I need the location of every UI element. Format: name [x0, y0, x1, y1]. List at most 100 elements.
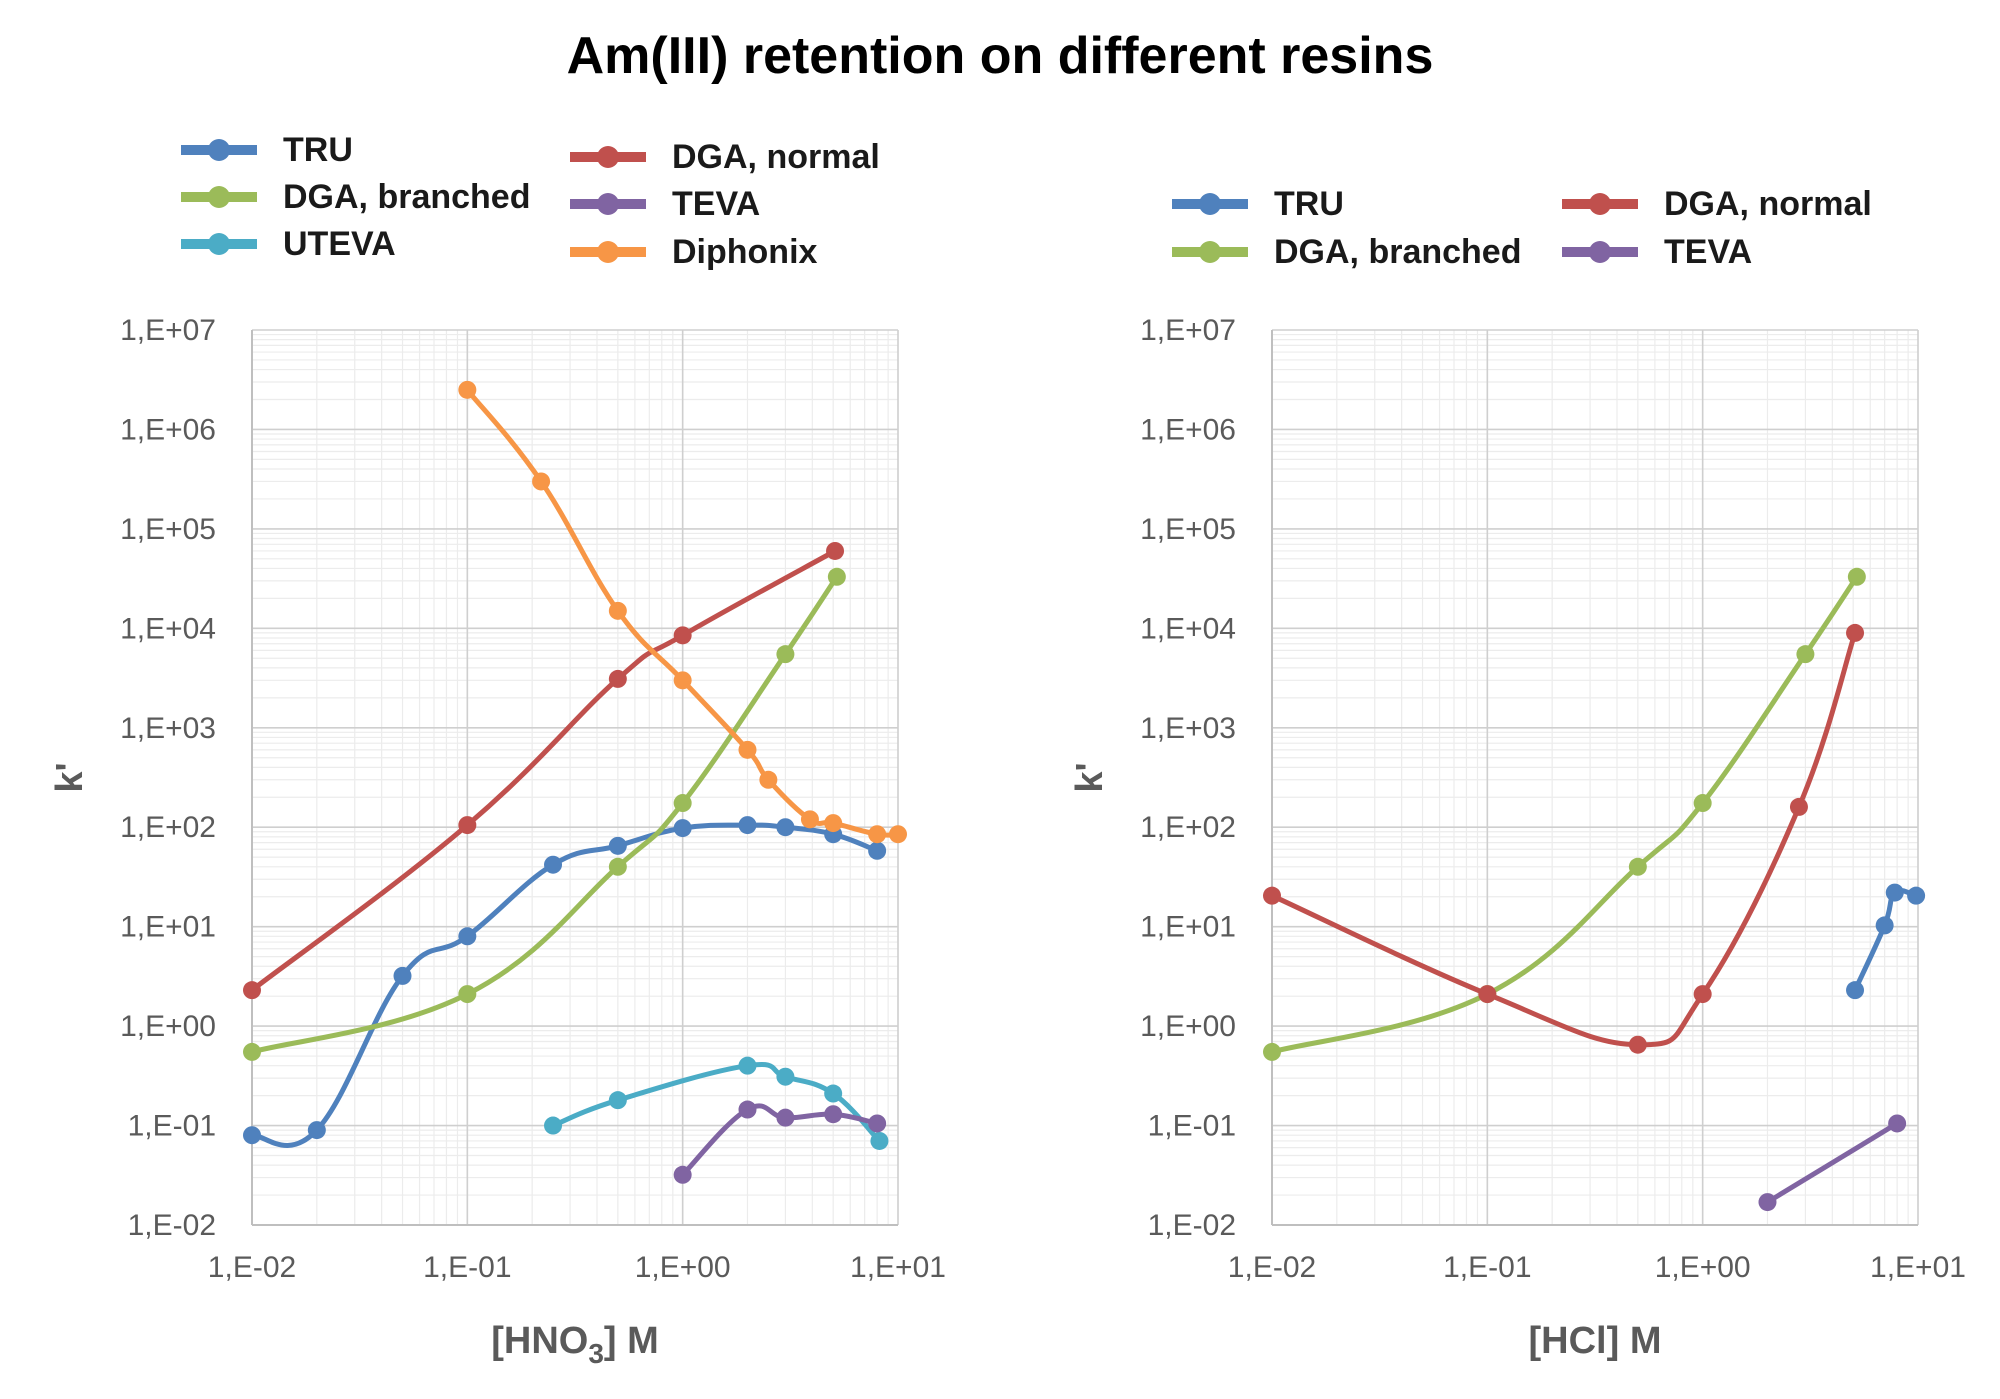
series-tru: [243, 816, 887, 1148]
y-tick-label: 1,E+06: [1140, 413, 1236, 446]
data-point-uteva: [544, 1116, 563, 1135]
data-point-uteva: [738, 1056, 757, 1075]
y-axis-title: k': [49, 762, 91, 792]
y-tick-label: 1,E+06: [120, 413, 216, 446]
data-point-diphonix: [800, 810, 819, 829]
legend-label-tru: TRU: [283, 130, 353, 169]
data-point-diphonix: [868, 825, 887, 844]
y-tick-label: 1,E+03: [1140, 712, 1236, 745]
data-point-teva: [868, 1114, 887, 1133]
legend-item-tru-hcl: TRU: [1170, 184, 1344, 224]
data-point-dga-normal: [1263, 886, 1281, 905]
x-axis-title: [HNO3] M: [491, 1320, 659, 1369]
legend-item-dga-normal: DGA, normal: [568, 137, 880, 177]
data-point-uteva: [824, 1084, 843, 1103]
y-tick-label: 1,E+01: [1140, 911, 1236, 944]
data-point-tru: [1875, 916, 1894, 935]
y-tick-label: 1,E+01: [120, 911, 216, 944]
data-point-diphonix: [458, 380, 477, 399]
y-tick-label: 1,E-02: [128, 1209, 216, 1242]
minor-gridlines: [252, 330, 898, 1225]
x-axis-title-subscript: 3: [588, 1338, 604, 1369]
data-point-dga-branched: [1693, 794, 1712, 813]
data-point-tru: [1885, 883, 1904, 902]
x-tick-label: 1,E+00: [635, 1251, 731, 1284]
legend-swatch-tru-hcl: [1172, 193, 1248, 215]
y-tick-label: 1,E+07: [120, 314, 216, 347]
data-point-tru: [243, 1126, 261, 1145]
data-point-dga-branched: [776, 645, 795, 664]
x-tick-label: 1,E+01: [1870, 1251, 1966, 1284]
series-dga-branched: [243, 567, 846, 1061]
legend-label-teva: TEVA: [672, 184, 761, 223]
legend-label-dga-normal-hcl: DGA, normal: [1664, 184, 1872, 223]
data-point-diphonix: [824, 814, 843, 833]
y-tick-label: 1,E+07: [1140, 314, 1236, 347]
legend-item-dga-branched-hcl: DGA, branched: [1170, 232, 1521, 272]
major-gridlines: [251, 329, 899, 1226]
series-teva: [673, 1100, 887, 1184]
data-point-dga-branched: [1628, 857, 1647, 876]
series-diphonix: [458, 380, 907, 844]
data-point-tru: [393, 966, 412, 985]
data-point-dga-normal: [1693, 985, 1712, 1004]
data-point-uteva: [608, 1091, 627, 1110]
legend-item-diphonix: Diphonix: [568, 232, 817, 272]
legend-swatch-tru: [181, 139, 257, 161]
data-point-tru: [1907, 886, 1926, 905]
data-point-tru: [776, 818, 795, 837]
legend-label-dga-normal: DGA, normal: [672, 137, 880, 176]
data-point-dga-branched: [1796, 645, 1815, 664]
legend-label-dga-branched: DGA, branched: [283, 177, 531, 216]
data-point-tru: [307, 1121, 326, 1140]
series-tru: [1846, 883, 1926, 1000]
series-line-dga-branched: [249, 574, 840, 1055]
data-point-dga-branched: [673, 794, 692, 813]
legend-swatch-dga-branched-hcl: [1172, 241, 1248, 263]
data-point-tru: [738, 816, 757, 835]
data-point-dga-branched: [243, 1042, 261, 1061]
data-point-dga-branched: [827, 567, 846, 586]
data-point-dga-branched: [608, 857, 627, 876]
data-point-teva: [1888, 1114, 1907, 1133]
data-point-uteva: [870, 1131, 889, 1150]
x-tick-label: 1,E+01: [850, 1251, 946, 1284]
series-line-dga-normal: [249, 548, 838, 993]
data-point-tru: [868, 841, 887, 860]
series-line-teva: [1765, 1120, 1900, 1205]
y-tick-label: 1,E+03: [120, 712, 216, 745]
legend-item-uteva: UTEVA: [179, 224, 396, 264]
legend-swatch-dga-normal-hcl: [1562, 193, 1638, 215]
data-point-tru: [544, 855, 563, 874]
legend-label-dga-branched-hcl: DGA, branched: [1274, 232, 1522, 271]
legend-item-dga-branched: DGA, branched: [179, 177, 530, 217]
legend-swatch-teva: [570, 193, 646, 215]
series-line-tru: [249, 822, 880, 1148]
legend-swatch-uteva: [181, 233, 257, 255]
legend-swatch-dga-branched: [181, 186, 257, 208]
y-tick-label: 1,E+04: [1140, 612, 1236, 645]
y-tick-label: 1,E+02: [1140, 811, 1236, 844]
data-point-dga-branched: [1263, 1042, 1281, 1061]
data-point-dga-normal: [1789, 797, 1808, 816]
series-dga-normal: [1263, 623, 1865, 1054]
data-point-dga-normal: [1846, 623, 1865, 642]
data-point-dga-normal: [826, 541, 845, 560]
y-tick-label: 1,E-01: [128, 1110, 216, 1143]
data-point-teva: [824, 1105, 843, 1124]
y-tick-label: 1,E+00: [1140, 1010, 1236, 1043]
y-tick-label: 1,E+02: [120, 811, 216, 844]
series-dga-branched: [1263, 567, 1866, 1061]
x-axis-title-tail: ] M: [604, 1320, 659, 1362]
y-tick-label: 1,E+05: [1140, 513, 1236, 546]
data-point-diphonix: [608, 601, 627, 620]
data-point-dga-normal: [1478, 985, 1497, 1004]
x-axis-title-main: [HNO: [491, 1320, 588, 1362]
y-tick-label: 1,E-02: [1148, 1209, 1236, 1242]
legend-item-dga-normal-hcl: DGA, normal: [1560, 184, 1872, 224]
series-dga-normal: [243, 541, 845, 1000]
data-point-dga-normal: [673, 626, 692, 645]
x-tick-label: 1,E-01: [423, 1251, 511, 1284]
legend-item-teva-hcl: TEVA: [1560, 232, 1752, 272]
